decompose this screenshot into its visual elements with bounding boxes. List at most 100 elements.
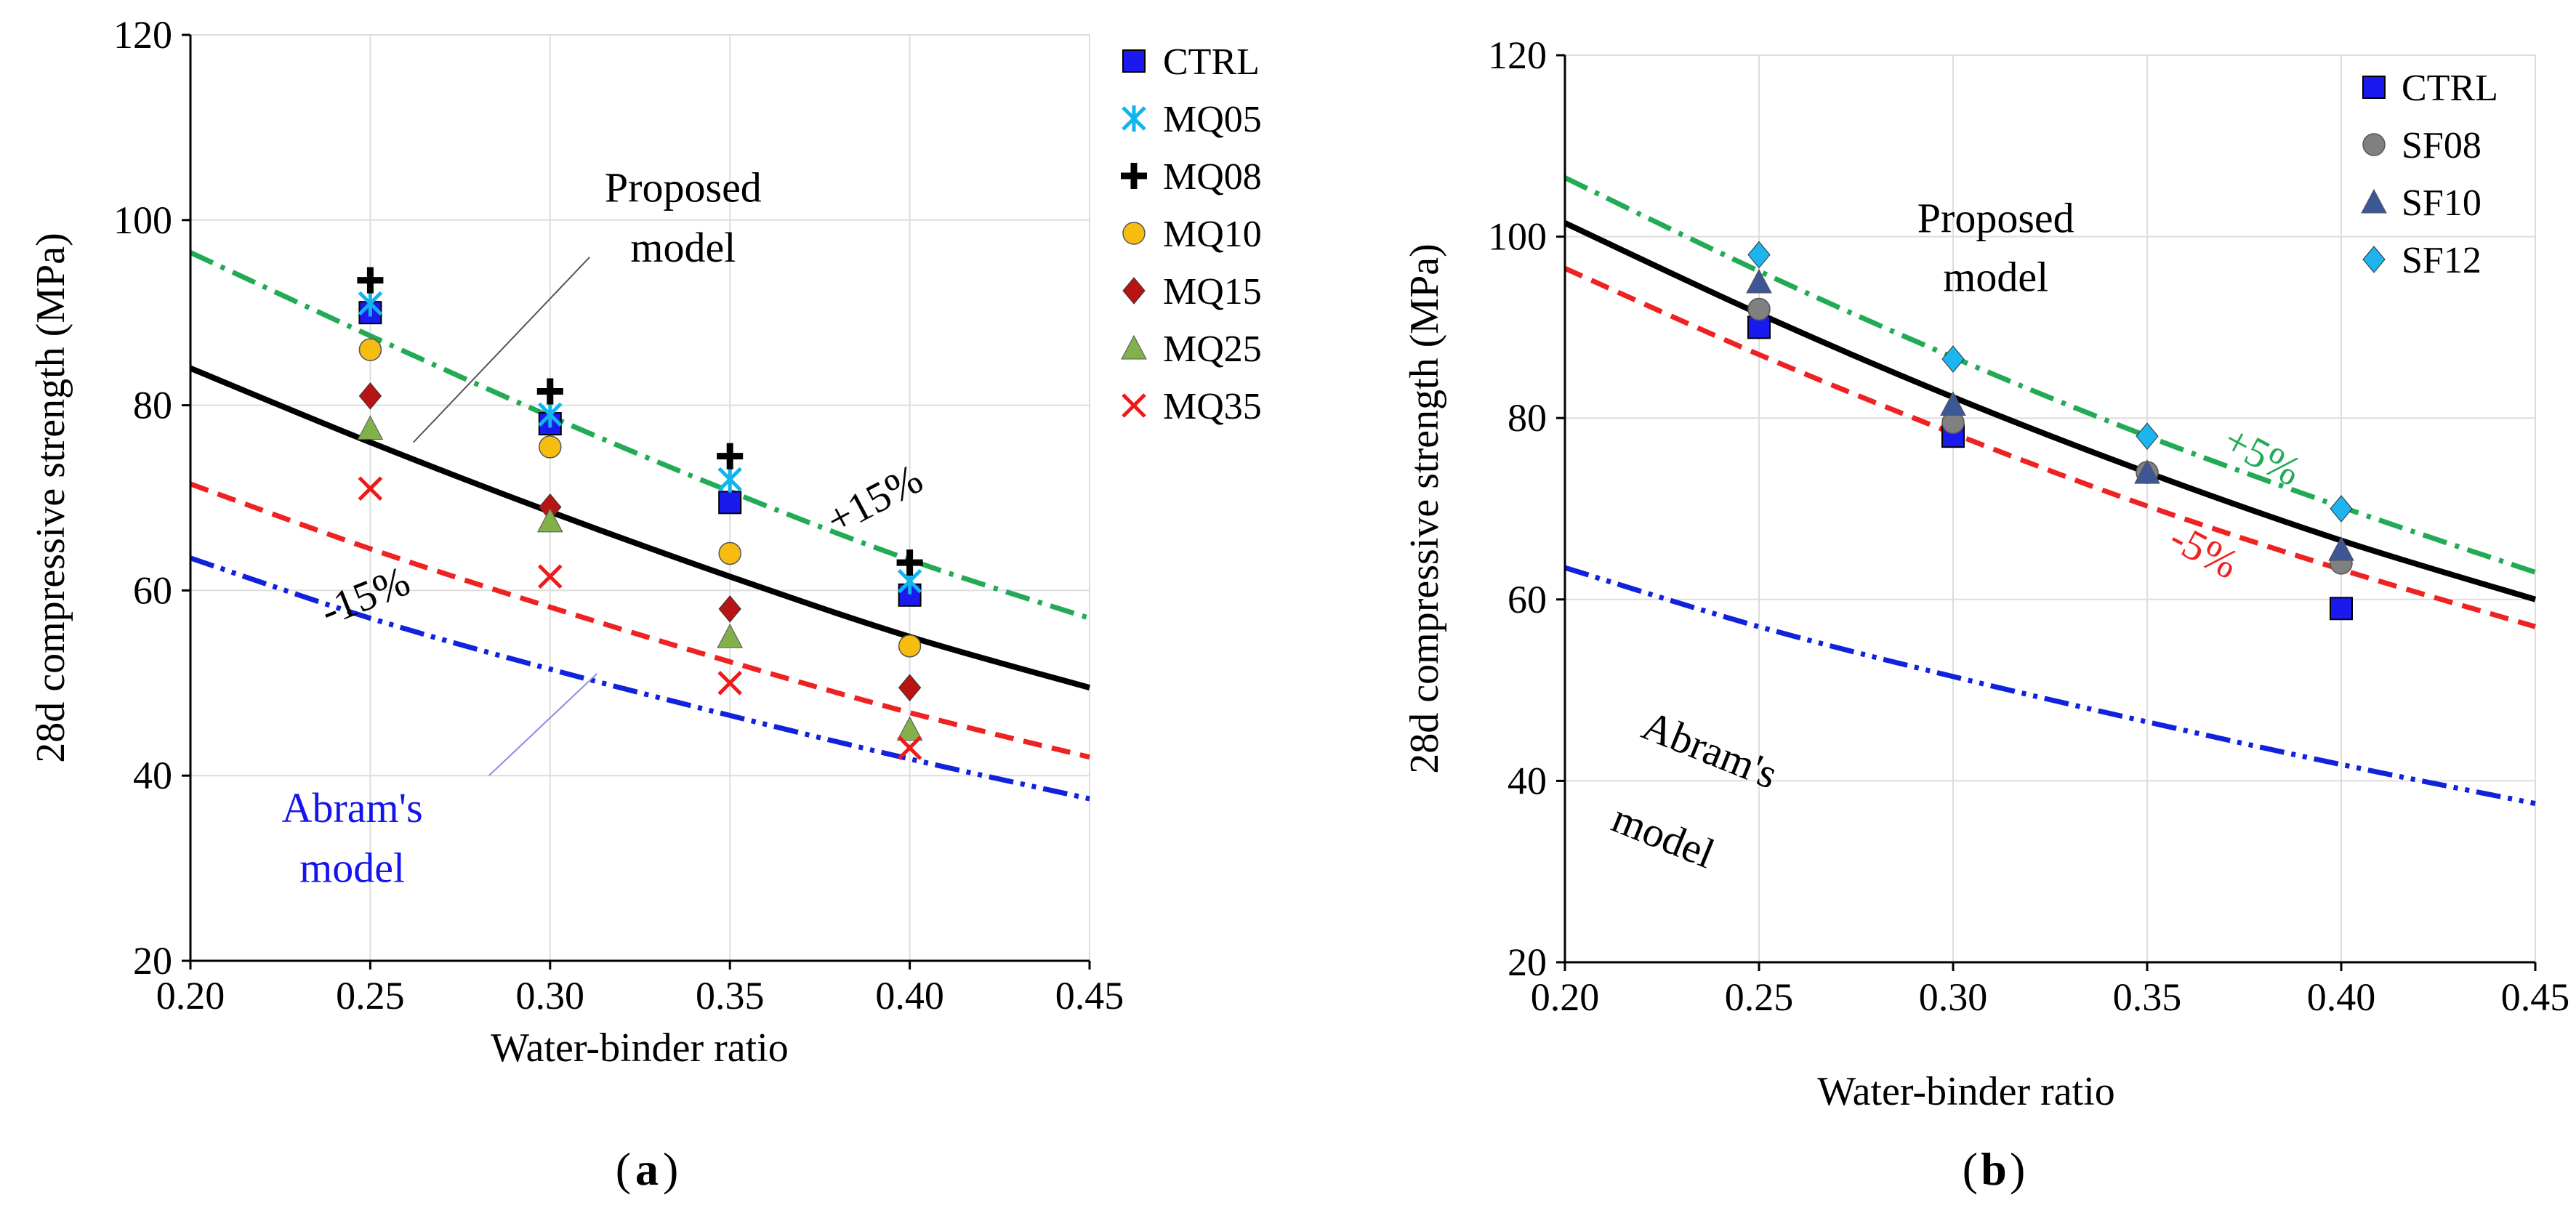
x-tick-label: 0.20 — [156, 974, 225, 1017]
data-point-mq35 — [358, 476, 383, 501]
legend-label: CTRL — [1163, 41, 1260, 83]
annotation-text: model — [299, 845, 405, 892]
data-point-mq25 — [357, 415, 384, 440]
legend-label: CTRL — [2402, 68, 2498, 109]
x-axis-label-a: Water-binder ratio — [491, 1025, 789, 1071]
data-point-mq15 — [718, 595, 741, 623]
y-tick-label: 60 — [133, 568, 172, 612]
legend-label: MQ10 — [1163, 214, 1262, 255]
data-point-sf10 — [1940, 391, 1966, 416]
data-point-mq10 — [898, 634, 922, 658]
caption-b: b — [1981, 1143, 2007, 1195]
axis-ticks-a: 0.20 0.25 0.30 0.35 0.40 0.45 20 40 60 80 100 120 — [113, 13, 1124, 1017]
model-line--15- — [189, 481, 1090, 760]
data-point-mq10 — [539, 435, 562, 459]
data-point-mq08 — [896, 549, 923, 576]
legend-marker-mq10 — [1122, 222, 1146, 245]
y-tick-label: 120 — [113, 13, 172, 57]
plot-area-b — [1564, 55, 2536, 963]
legend-label: MQ25 — [1163, 329, 1262, 370]
annotation-leader-line — [488, 673, 597, 776]
data-points-a — [357, 267, 923, 760]
y-tick-label: 80 — [1508, 396, 1547, 440]
legend-marker-ctrl — [1122, 49, 1146, 73]
y-tick-label: 120 — [1488, 33, 1547, 77]
model-lines-a — [189, 250, 1091, 802]
annotation-text: model — [630, 224, 736, 271]
data-point-ctrl — [2330, 597, 2353, 621]
caption-open-b: ( — [1963, 1143, 1978, 1195]
legend-marker-sf12 — [2362, 246, 2386, 273]
data-point-mq35 — [538, 564, 563, 589]
legend-marker-sf08 — [2362, 133, 2386, 156]
x-tick-label: 0.45 — [2501, 975, 2570, 1019]
data-point-mq08 — [357, 267, 384, 294]
data-point-mq10 — [358, 338, 382, 361]
data-point-sf08 — [1747, 297, 1771, 321]
model-line--5- — [1563, 266, 2536, 629]
data-point-sf10 — [2134, 459, 2160, 484]
data-point-mq10 — [718, 541, 741, 565]
legend-label: SF10 — [2402, 182, 2482, 224]
legend-label: MQ08 — [1163, 156, 1262, 198]
legend-marker-sf10 — [2361, 188, 2387, 214]
data-points-b — [1746, 241, 2354, 621]
data-point-mq08 — [717, 443, 744, 470]
y-tick-label: 100 — [1488, 215, 1547, 259]
model-line-abram-s-model — [189, 555, 1090, 802]
legend-marker-mq25 — [1121, 334, 1147, 360]
data-point-sf10 — [2328, 536, 2354, 561]
legend-a: CTRL MQ05 MQ08 MQ10 MQ15 MQ25 MQ35 — [1121, 41, 1262, 427]
legend-label: MQ05 — [1163, 99, 1262, 140]
caption-close-a: ) — [663, 1143, 678, 1195]
caption-close-b: ) — [2010, 1143, 2025, 1195]
data-point-mq05 — [717, 466, 742, 493]
legend-marker-mq08 — [1121, 163, 1147, 189]
data-point-mq05 — [538, 401, 563, 428]
model-line--15- — [189, 250, 1091, 621]
model-line-proposed-model — [189, 365, 1091, 691]
axis-ticks-b: 0.20 0.25 0.30 0.35 0.40 0.45 20 40 60 80 100 120 — [1488, 33, 2569, 1019]
caption-open-a: ( — [616, 1143, 631, 1195]
y-tick-label: 20 — [133, 939, 172, 983]
legend-marker-mq15 — [1122, 277, 1146, 305]
legend-label: SF12 — [2402, 240, 2482, 281]
data-point-sf10 — [1746, 268, 1772, 294]
data-point-mq05 — [358, 290, 383, 317]
y-axis-label-b: 28d compressive strength (MPa) — [1402, 243, 1447, 773]
x-tick-label: 0.40 — [2307, 975, 2376, 1019]
data-point-mq15 — [358, 382, 382, 410]
leader-lines-a — [413, 257, 597, 776]
chart-panel-a: 0.20 0.25 0.30 0.35 0.40 0.45 20 40 60 80 100 120 P… — [28, 13, 1262, 1195]
annotation-text: Abram's — [282, 784, 423, 831]
x-tick-label: 0.25 — [1725, 975, 1794, 1019]
data-point-sf12 — [1941, 345, 1965, 373]
annotation-text: Proposed — [1917, 194, 2074, 241]
data-point-mq25 — [896, 716, 923, 741]
caption-a: a — [635, 1143, 659, 1195]
legend-marker-mq05 — [1122, 105, 1146, 132]
annotation-text: Proposed — [605, 164, 762, 211]
x-tick-label: 0.30 — [516, 974, 585, 1017]
x-tick-label: 0.35 — [696, 974, 765, 1017]
legend-label: MQ15 — [1163, 271, 1262, 313]
x-axis-label-b: Water-binder ratio — [1817, 1069, 2115, 1114]
x-tick-label: 0.25 — [336, 974, 405, 1017]
data-point-sf12 — [2136, 422, 2159, 450]
x-tick-label: 0.40 — [875, 974, 944, 1017]
data-point-sf12 — [2330, 495, 2353, 523]
y-tick-label: 40 — [133, 754, 172, 797]
chart-panel-b: 0.20 0.25 0.30 0.35 0.40 0.45 20 40 60 80 100 120 P… — [1402, 33, 2569, 1195]
legend-label: SF08 — [2402, 125, 2482, 166]
data-point-mq25 — [536, 507, 563, 533]
legend-b: CTRL SF08 SF10 SF12 — [2361, 68, 2498, 281]
data-point-mq25 — [717, 624, 744, 648]
plot-area-a — [190, 34, 1090, 962]
data-point-sf12 — [1747, 241, 1771, 269]
y-axis-label-a: 28d compressive strength (MPa) — [28, 233, 73, 762]
annotation-leader-line — [413, 257, 590, 443]
data-point-mq08 — [536, 378, 563, 405]
model-line--5- — [1563, 175, 2537, 575]
model-lines-b — [1563, 175, 2537, 807]
